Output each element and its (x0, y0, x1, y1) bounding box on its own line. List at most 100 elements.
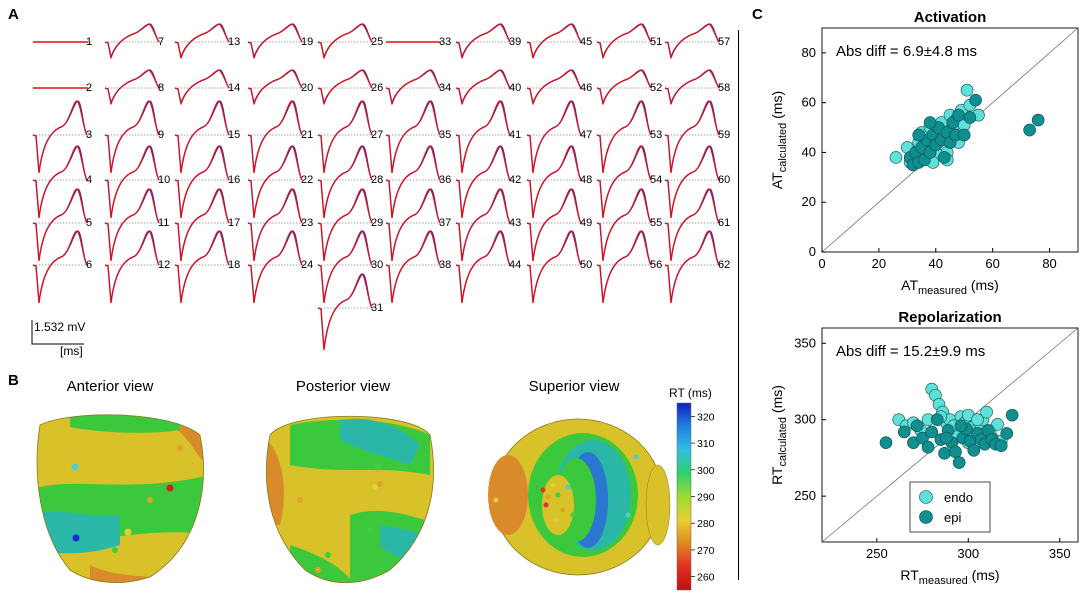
panel-label-a: A (8, 6, 19, 23)
lead-number-label: 25 (371, 36, 383, 48)
colorbar-title: RT (ms) (669, 386, 712, 400)
lead-number-label: 16 (228, 174, 240, 186)
lead-number-label: 23 (301, 217, 313, 229)
electrogram-trace: 30 (317, 230, 383, 304)
data-point-epi (969, 93, 982, 107)
electrogram-trace: 39 (455, 23, 521, 60)
data-point-epi (925, 425, 939, 439)
lead-number-label: 44 (509, 259, 521, 271)
lead-number-label: 36 (439, 174, 451, 186)
electrogram-trace: 21 (247, 100, 313, 174)
electrogram-calculated (596, 145, 652, 219)
electrogram-trace: 12 (104, 230, 170, 304)
electrogram-calculated (596, 23, 652, 59)
colorbar-tick-label: 280 (697, 518, 715, 530)
data-point-epi (1031, 113, 1045, 127)
electrogram-calculated (317, 69, 373, 105)
electrogram-calculated (32, 100, 88, 174)
electrogram-trace: 25 (317, 23, 383, 60)
data-point-epi (957, 128, 971, 142)
lead-number-label: 43 (509, 217, 521, 229)
electrogram-trace: 47 (526, 100, 592, 174)
colorbar-tick-label: 300 (697, 465, 715, 477)
electrogram-trace: 33 (386, 36, 451, 48)
electrogram-trace: 51 (596, 23, 662, 60)
colorbar-tick-label: 320 (697, 411, 715, 423)
electrogram-calculated (526, 69, 582, 105)
rt-colorbar: RT (ms) 320 310 300 290 280 270 260 (669, 386, 715, 591)
lead-number-label: 40 (509, 82, 521, 94)
electrogram-trace: 57 (664, 23, 730, 60)
legend-marker-epi (919, 510, 933, 524)
y-tick-label: 0 (809, 244, 816, 259)
data-point-epi (994, 439, 1008, 452)
electrogram-trace: 54 (596, 145, 662, 219)
chart-title: Activation (914, 9, 987, 26)
electrogram-trace: 11 (104, 188, 169, 262)
electrogram-calculated (174, 145, 230, 219)
electrogram-trace: 2 (33, 82, 92, 94)
data-point-epi (923, 116, 937, 129)
data-point-epi (879, 436, 893, 449)
x-tick-label: 250 (866, 546, 888, 561)
electrogram-calculated (526, 188, 582, 262)
electrogram-calculated (247, 100, 303, 174)
electrogram-calculated (385, 145, 441, 219)
lead-number-label: 26 (371, 82, 383, 94)
lead-number-label: 55 (650, 217, 662, 229)
data-point-epi (938, 151, 951, 164)
abs-diff-annotation: Abs diff = 15.2±9.9 ms (836, 343, 985, 360)
lead-number-label: 41 (509, 129, 521, 141)
electrogram-calculated (596, 69, 652, 105)
electrogram-trace: 56 (596, 230, 662, 304)
lead-number-label: 28 (371, 174, 383, 186)
electrogram-calculated (385, 100, 441, 174)
lead-number-label: 4 (86, 174, 92, 186)
abs-diff-annotation: Abs diff = 6.9±4.8 ms (836, 43, 977, 60)
lead-number-label: 35 (439, 129, 451, 141)
electrogram-trace: 58 (664, 69, 730, 106)
electrogram-trace: 35 (385, 100, 451, 174)
electrogram-calculated (174, 188, 230, 262)
data-point-endo (971, 413, 984, 427)
lead-number-label: 17 (228, 217, 240, 229)
lead-number-label: 61 (718, 217, 730, 229)
legend-label-epi: epi (944, 510, 961, 525)
lead-number-label: 58 (718, 82, 730, 94)
electrogram-trace: 41 (455, 100, 521, 174)
x-tick-label: 60 (985, 256, 999, 271)
data-point-epi (1005, 408, 1019, 422)
lead-number-label: 52 (650, 82, 662, 94)
x-tick-label: 80 (1042, 256, 1056, 271)
data-point-epi (952, 456, 966, 469)
electrogram-trace: 55 (596, 188, 662, 262)
electrogram-trace: 18 (174, 230, 240, 304)
colorbar-tick-label: 270 (697, 545, 715, 557)
x-axis-label: ATmeasured (ms) (901, 277, 999, 297)
electrogram-calculated (317, 273, 373, 351)
lead-number-label: 21 (301, 129, 313, 141)
electrogram-trace: 24 (247, 230, 313, 304)
lead-number-label: 54 (650, 174, 662, 186)
activation-scatter-chart: Activation 0 20 40 60 80 0 20 40 60 80 ATmeasured (… (769, 9, 1079, 297)
lead-number-label: 42 (509, 174, 521, 186)
y-tick-label: 60 (802, 95, 816, 110)
y-tick-label: 20 (802, 194, 816, 209)
lead-number-label: 47 (580, 129, 592, 141)
electrogram-calculated (247, 69, 303, 105)
plot-frame (821, 327, 1079, 543)
electrogram-trace: 60 (664, 145, 730, 219)
electrogram-calculated (317, 230, 373, 304)
panel-label-b: B (8, 372, 19, 389)
electrogram-calculated (664, 100, 720, 174)
electrogram-trace: 10 (104, 145, 170, 219)
lead-number-label: 24 (301, 259, 313, 271)
electrogram-calculated (455, 69, 511, 105)
electrogram-calculated (455, 230, 511, 304)
electrogram-calculated (596, 188, 652, 262)
scale-bar-time-label: [ms] (60, 344, 83, 358)
electrogram-trace: 6 (32, 230, 92, 304)
divider-line (738, 30, 739, 580)
electrogram-calculated (455, 188, 511, 262)
data-point-epi (912, 128, 926, 142)
